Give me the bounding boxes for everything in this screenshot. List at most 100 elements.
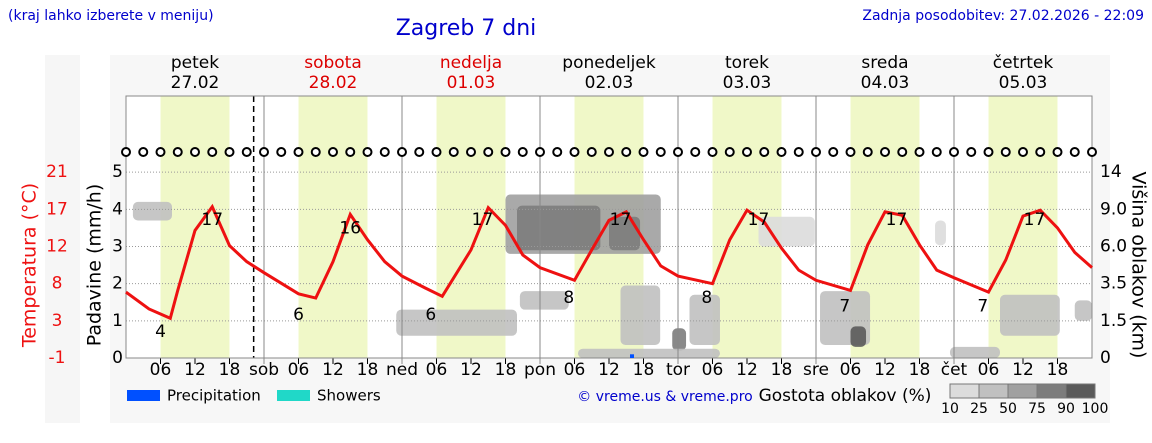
x-tick-label: 06 bbox=[288, 360, 310, 380]
wind-dot bbox=[569, 147, 580, 157]
temp-label: 4 bbox=[155, 322, 166, 342]
x-tick-label: sob bbox=[249, 360, 279, 380]
x-tick-label: 12 bbox=[184, 360, 206, 380]
density-title: Gostota oblakov (%) bbox=[759, 386, 932, 406]
temp-tick-label: 3 bbox=[52, 311, 63, 331]
cloud-patch bbox=[396, 309, 517, 336]
cloud-tick-label: 3.5 bbox=[1100, 274, 1127, 294]
cloud-patch bbox=[935, 220, 946, 246]
wind-dot bbox=[121, 147, 131, 157]
wind-dot bbox=[517, 147, 528, 157]
temperature-line bbox=[125, 203, 1093, 321]
temp-label: 17 bbox=[472, 210, 494, 230]
wind-dot bbox=[897, 147, 908, 157]
temp-label: 17 bbox=[886, 210, 908, 230]
y-tick-label: 0 bbox=[112, 348, 123, 368]
x-tick-label: tor bbox=[666, 360, 690, 380]
wind-dot bbox=[638, 147, 649, 157]
day-date: 28.02 bbox=[309, 73, 358, 93]
day-date: 02.03 bbox=[585, 73, 634, 93]
day-name: nedelja bbox=[440, 53, 502, 73]
wind-dot bbox=[1069, 147, 1080, 157]
temp-axis-bg bbox=[45, 55, 80, 423]
cloud-patch bbox=[132, 201, 172, 221]
wind-dot bbox=[190, 147, 200, 157]
day-name: torek bbox=[725, 53, 769, 73]
temp-label: 17 bbox=[748, 210, 770, 230]
density-label: 100 bbox=[1082, 401, 1109, 417]
wind-dot bbox=[138, 147, 149, 157]
cloud-patch bbox=[519, 291, 569, 310]
y-tick-label: 2 bbox=[112, 274, 123, 294]
cloud-patch bbox=[620, 285, 661, 345]
cloud-tick-label: 9.0 bbox=[1100, 199, 1127, 219]
legend-label: Showers bbox=[317, 387, 381, 405]
temp-label: 6 bbox=[425, 305, 436, 325]
x-tick-label: 18 bbox=[357, 360, 379, 380]
temp-label: 17 bbox=[610, 210, 632, 230]
wind-dot bbox=[1035, 147, 1046, 157]
wind-dot bbox=[362, 147, 373, 157]
wind-dot bbox=[155, 147, 166, 157]
wind-dot bbox=[724, 147, 735, 157]
wind-dot bbox=[172, 147, 183, 157]
wind-dot bbox=[276, 147, 287, 157]
day-name: petek bbox=[171, 53, 219, 73]
x-tick-label: 06 bbox=[840, 360, 862, 380]
x-tick-label: 18 bbox=[771, 360, 793, 380]
updated: Zadnja posodobitev: 27.02.2026 - 22:09 bbox=[862, 8, 1144, 24]
legend-swatch bbox=[277, 390, 310, 401]
wind-dot bbox=[880, 147, 890, 157]
wind-dot bbox=[1018, 147, 1028, 157]
x-tick-label: 12 bbox=[598, 360, 620, 380]
density-swatch bbox=[1065, 383, 1096, 399]
day-name: sreda bbox=[861, 53, 908, 73]
cloud-patch bbox=[689, 294, 720, 345]
x-tick-label: sre bbox=[803, 360, 829, 380]
wind-dot bbox=[845, 147, 856, 157]
temp-label: 17 bbox=[201, 210, 223, 230]
wind-dot bbox=[241, 147, 252, 157]
wind-dot bbox=[1052, 147, 1063, 157]
x-tick-label: 12 bbox=[322, 360, 344, 380]
x-tick-label: 12 bbox=[1012, 360, 1034, 380]
wind-dot bbox=[310, 147, 321, 157]
cloud-tick-label: 14 bbox=[1100, 162, 1122, 182]
wind-dot bbox=[224, 147, 235, 157]
x-tick-label: 12 bbox=[874, 360, 896, 380]
x-tick-label: 18 bbox=[219, 360, 241, 380]
day-date: 03.03 bbox=[723, 73, 772, 93]
temp-label: 8 bbox=[563, 288, 574, 308]
day-date: 05.03 bbox=[999, 73, 1048, 93]
cloud-tick-label: 1.5 bbox=[1100, 311, 1127, 331]
wind-dot bbox=[586, 147, 597, 157]
temp-tick-label: 17 bbox=[46, 199, 68, 219]
legend-swatch bbox=[127, 390, 160, 401]
y-tick-label: 4 bbox=[112, 199, 123, 219]
cloud-patch bbox=[758, 216, 815, 247]
x-tick-label: 18 bbox=[909, 360, 931, 380]
cloud-patch bbox=[1000, 294, 1060, 336]
cloud-axis-title: Višina oblakov (km) bbox=[1128, 172, 1150, 359]
wind-dot bbox=[379, 147, 390, 157]
density-swatch bbox=[1007, 383, 1038, 399]
density-label: 50 bbox=[999, 401, 1017, 417]
wind-dot bbox=[966, 147, 977, 157]
wind-dot bbox=[604, 147, 614, 157]
wind-dot bbox=[431, 147, 442, 157]
wind-dot bbox=[931, 147, 942, 157]
x-tick-label: 18 bbox=[633, 360, 655, 380]
cloud-patch bbox=[949, 346, 1000, 358]
temp-label: 7 bbox=[977, 296, 988, 316]
wind-dot bbox=[759, 147, 770, 157]
density-label: 90 bbox=[1057, 401, 1075, 417]
cloud-patch bbox=[577, 348, 720, 358]
density-swatch bbox=[1036, 383, 1067, 399]
wind-dot bbox=[293, 147, 304, 157]
title: Zagreb 7 dni bbox=[396, 16, 537, 41]
density-swatch bbox=[949, 383, 980, 399]
legend-label: Precipitation bbox=[167, 387, 261, 405]
x-tick-label: pon bbox=[524, 360, 556, 380]
y-tick-label: 5 bbox=[112, 162, 123, 182]
wind-dot bbox=[983, 147, 994, 157]
